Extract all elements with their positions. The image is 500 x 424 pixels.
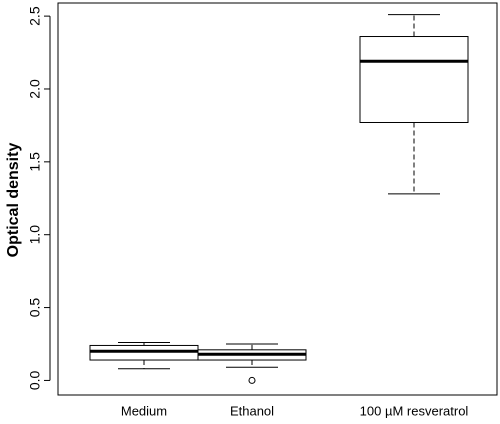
y-axis-title: Optical density [5,143,22,258]
y-tick-label: 1.0 [27,225,43,245]
y-tick-label: 2.0 [27,79,43,99]
y-tick-label: 2.5 [27,6,43,26]
y-tick-label: 0.0 [27,370,43,390]
outlier [248,376,256,384]
y-tick-label: 0.5 [27,298,43,318]
x-tick-label: Medium [121,403,167,418]
plot-frame [57,2,498,396]
y-tick-label: 1.5 [27,152,43,172]
x-tick-label: Ethanol [230,403,274,418]
x-tick-label: 100 µM resveratrol [360,403,469,418]
box [359,36,469,123]
